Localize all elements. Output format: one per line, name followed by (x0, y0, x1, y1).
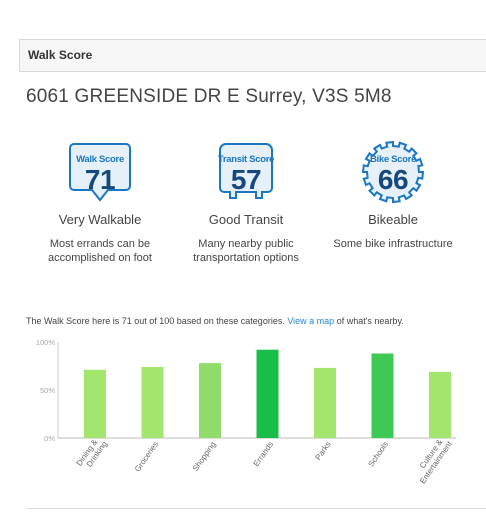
walk-score-badge-label: Walk Score (76, 154, 124, 165)
caption-suffix: of what's nearby. (334, 316, 404, 326)
bike-score-value: 66 (377, 164, 409, 195)
bar-culture-entertainment[interactable] (429, 371, 451, 438)
bar-parks[interactable] (314, 367, 336, 438)
section-title: Walk Score (28, 48, 93, 62)
y-tick-label: 100% (36, 338, 56, 347)
x-tick-label: Dining &Drinking (75, 434, 109, 472)
caption-prefix: The Walk Score here is 71 out of 100 bas… (26, 316, 288, 326)
x-tick-label: Culture &Entertainment (411, 434, 455, 486)
x-tick-label: Errands (252, 440, 275, 468)
bike-score-detail: Some bike infrastructure (333, 238, 453, 250)
page-title-address: 6061 GREENSIDE DR E Surrey, V3S 5M8 (26, 86, 392, 107)
walk-score-detail: Most errands can be accomplished on foot (48, 238, 152, 264)
bike-score-badge-icon[interactable]: Bike Score 66 (361, 140, 425, 204)
category-bar-chart: 0% 50% 100% Dining &Drinking Groceries Shoppi… (36, 338, 456, 486)
gear-badge-shape (361, 140, 425, 204)
walk-score-card: Walk Score 71 Very Walkable Most errands… (25, 140, 175, 265)
bike-score-badge-label: Bike Score (369, 154, 417, 165)
bar-shopping[interactable] (199, 363, 221, 438)
bar-errands[interactable] (256, 349, 279, 438)
walk-score-description: Very Walkable (58, 212, 142, 227)
transit-score-detail: Many nearby public transportation option… (193, 238, 299, 264)
transit-score-value: 57 (230, 164, 262, 195)
bike-score-description: Bikeable (368, 212, 418, 227)
walk-score-badge-icon[interactable]: Walk Score 71 (68, 140, 132, 204)
walk-score-value: 71 (84, 164, 116, 195)
x-tick-label: Groceries (133, 440, 160, 474)
bar-schools[interactable] (371, 353, 394, 439)
x-tick-label: Shopping (191, 440, 218, 473)
transit-score-description: Good Transit (208, 212, 284, 227)
section-header: Walk Score (19, 39, 486, 72)
bike-score-card: Bike Score 66 Bikeable Some bike infrast… (318, 140, 468, 251)
transit-score-card: Transit Score 57 Good Transit Many nearb… (171, 140, 321, 265)
bar-groceries[interactable] (141, 367, 164, 438)
y-tick-label: 0% (44, 434, 55, 443)
transit-score-badge-icon[interactable]: Transit Score 57 (214, 140, 278, 204)
x-tick-label: Schools (366, 440, 390, 468)
y-tick-label: 50% (40, 386, 55, 395)
bar-dining-drinking[interactable] (84, 369, 106, 438)
chart-caption: The Walk Score here is 71 out of 100 bas… (26, 316, 404, 326)
view-map-link[interactable]: View a map (287, 316, 335, 326)
bottom-divider (26, 508, 486, 509)
x-tick-label: Parks (314, 440, 333, 462)
transit-score-badge-label: Transit Score (217, 154, 275, 165)
